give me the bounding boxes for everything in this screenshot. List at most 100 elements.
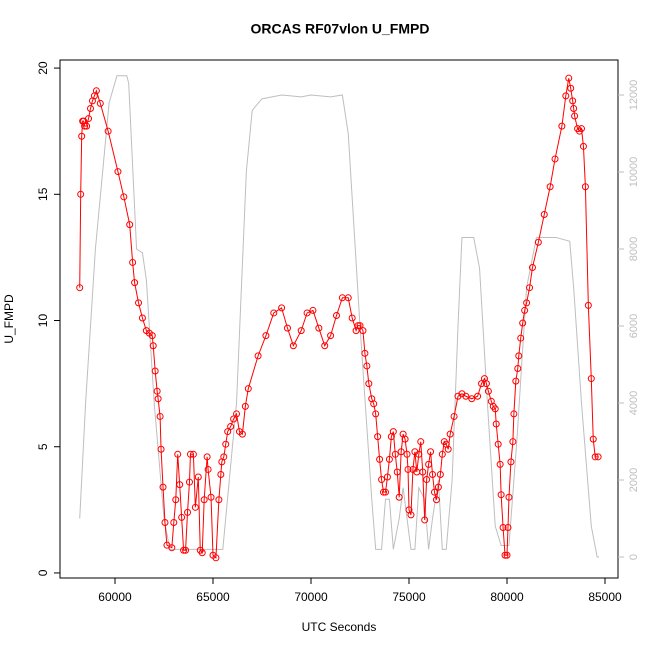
y-tick-label: 5 <box>36 443 50 450</box>
data-point <box>591 453 599 461</box>
data-point <box>227 423 235 431</box>
data-point <box>361 349 369 357</box>
data-point <box>526 284 534 292</box>
y2-tick-label: 6000 <box>628 314 640 338</box>
series-line <box>79 78 599 559</box>
data-point <box>170 518 178 526</box>
data-point <box>207 493 215 501</box>
data-point <box>421 516 429 524</box>
data-point <box>395 493 403 501</box>
data-point <box>571 112 579 120</box>
y2-tick-label: 10000 <box>628 157 640 188</box>
data-point <box>309 306 317 314</box>
data-point <box>432 496 440 504</box>
data-point <box>492 420 500 428</box>
data-point <box>569 97 577 105</box>
x-tick-label: 75000 <box>392 590 426 604</box>
data-point <box>76 284 84 292</box>
data-point <box>168 544 176 552</box>
data-point <box>509 438 517 446</box>
data-point <box>359 327 367 335</box>
x-tick-label: 85000 <box>588 590 622 604</box>
x-tick-label: 60000 <box>98 590 132 604</box>
y2-tick-label: 12000 <box>628 80 640 111</box>
data-point <box>521 306 529 314</box>
data-point <box>176 481 184 489</box>
data-point <box>567 84 575 92</box>
plot-frame <box>59 59 619 579</box>
data-point <box>423 476 431 484</box>
data-point <box>254 352 262 360</box>
data-point <box>517 334 525 342</box>
data-point <box>131 279 139 287</box>
data-point <box>212 554 220 562</box>
data-point <box>114 168 122 176</box>
data-point <box>230 415 238 423</box>
y-axis-label: U_FMPD <box>2 294 16 344</box>
y2-tick-label: 4000 <box>628 391 640 415</box>
data-point <box>186 450 194 458</box>
data-point <box>450 412 458 420</box>
data-point <box>438 450 446 458</box>
data-point <box>224 428 232 436</box>
data-point <box>505 493 513 501</box>
data-point <box>348 314 356 322</box>
data-point <box>204 465 212 473</box>
data-point <box>365 380 373 388</box>
x-axis-label: UTC Seconds <box>302 620 377 634</box>
data-point <box>562 92 570 100</box>
data-point <box>401 435 409 443</box>
data-point <box>189 450 197 458</box>
data-point <box>385 455 393 463</box>
data-point <box>407 511 415 519</box>
data-point <box>523 299 531 307</box>
data-point <box>303 309 311 317</box>
data-point <box>151 367 159 375</box>
data-point <box>120 193 128 201</box>
y2-tick-label: 8000 <box>628 237 640 261</box>
data-point <box>270 309 278 317</box>
data-point <box>381 488 389 496</box>
data-point <box>514 364 522 372</box>
data-point <box>149 342 157 350</box>
data-point <box>391 450 399 458</box>
data-point <box>344 294 352 302</box>
data-point <box>528 264 536 272</box>
data-point <box>444 445 452 453</box>
data-point <box>332 311 340 319</box>
data-point <box>135 299 143 307</box>
data-point <box>393 468 401 476</box>
data-point <box>503 551 511 559</box>
data-point <box>153 387 161 395</box>
y2-tick-label: 0 <box>628 554 640 560</box>
data-point <box>370 400 378 408</box>
data-point <box>297 327 305 335</box>
data-point <box>157 445 165 453</box>
data-point <box>321 342 329 350</box>
data-point <box>417 438 425 446</box>
data-point <box>436 471 444 479</box>
data-point <box>354 322 362 330</box>
x-tick-label: 70000 <box>294 590 328 604</box>
data-point <box>356 322 364 330</box>
data-point <box>244 385 252 393</box>
data-point <box>558 122 566 130</box>
data-point <box>496 460 504 468</box>
data-point <box>220 453 228 461</box>
data-point <box>174 450 182 458</box>
chart-title: ORCAS RF07vlon U_FMPD <box>251 21 430 37</box>
data-point <box>289 342 297 350</box>
data-point <box>203 453 211 461</box>
data-point <box>161 518 169 526</box>
data-point <box>589 435 597 443</box>
data-point <box>138 314 146 322</box>
data-point <box>363 362 371 370</box>
data-point <box>215 496 223 504</box>
y2-tick-label: 2000 <box>628 468 640 492</box>
data-point <box>191 503 199 511</box>
data-point <box>283 324 291 332</box>
data-point <box>551 155 559 163</box>
data-point <box>429 471 437 479</box>
data-point <box>594 453 602 461</box>
